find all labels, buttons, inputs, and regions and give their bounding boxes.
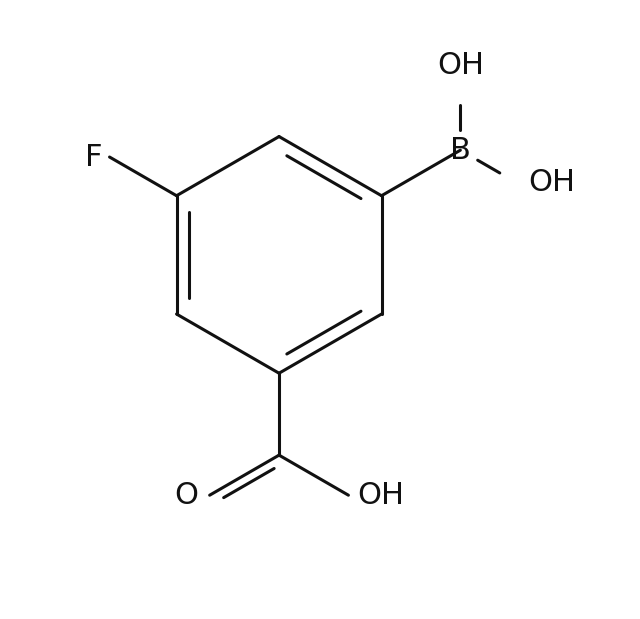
Text: OH: OH	[358, 481, 404, 509]
Text: OH: OH	[437, 51, 484, 80]
Text: OH: OH	[528, 168, 575, 197]
Text: F: F	[84, 142, 102, 171]
Text: B: B	[450, 136, 471, 165]
Text: O: O	[175, 481, 199, 509]
